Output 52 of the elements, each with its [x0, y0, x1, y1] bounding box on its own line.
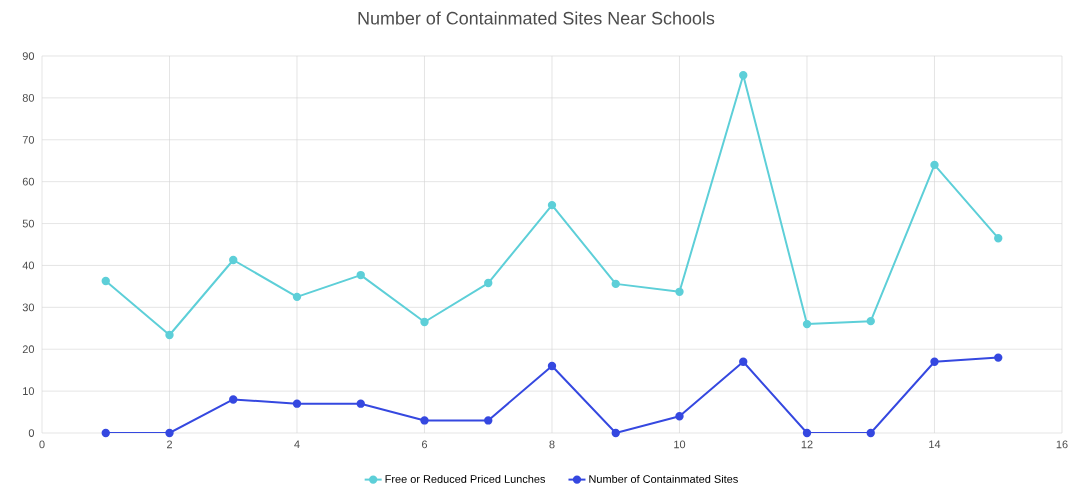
point [739, 71, 748, 80]
point [547, 361, 557, 371]
y-tick-label: 20 [22, 345, 35, 354]
point [229, 395, 238, 404]
point [739, 357, 748, 366]
x-tick-label: 0 [39, 440, 45, 449]
point [994, 234, 1003, 243]
x-tick-label: 14 [929, 440, 941, 449]
y-tick-label: 50 [22, 219, 35, 228]
point [611, 428, 620, 438]
point [356, 399, 365, 408]
point [675, 412, 684, 421]
point [802, 319, 812, 329]
x-tick-label: 8 [549, 440, 555, 449]
point [802, 428, 812, 438]
chart-title: Number of Containmated Sites Near Schools [358, 11, 715, 25]
y-tick-label: 0 [28, 429, 35, 437]
point [930, 357, 939, 366]
point [292, 399, 302, 408]
y-tick-label: 90 [22, 52, 35, 60]
point [101, 276, 110, 286]
y-tick-label: 10 [23, 387, 35, 395]
point [484, 416, 493, 425]
legend-label: Free or Reduced Priced Lunches [385, 474, 546, 483]
point [420, 416, 429, 425]
x-tick-label: 2 [167, 440, 172, 449]
x-tick-label: 16 [1056, 440, 1068, 449]
x-tick-label: 4 [294, 440, 300, 449]
point [420, 317, 429, 327]
point [866, 428, 875, 438]
point [547, 200, 557, 210]
point [866, 316, 875, 326]
y-tick-label: 60 [22, 177, 35, 186]
point [611, 279, 620, 289]
y-tick-label: 80 [22, 94, 35, 102]
point [101, 428, 110, 438]
y-tick-label: 30 [22, 303, 35, 312]
point [356, 270, 365, 280]
point [994, 353, 1003, 362]
point [675, 287, 684, 297]
y-tick-label: 70 [22, 135, 35, 144]
y-tick-label: 40 [22, 261, 35, 270]
point [292, 292, 302, 302]
x-tick-label: 6 [422, 440, 428, 449]
point [229, 255, 238, 265]
x-tick-label: 10 [674, 440, 686, 449]
x-tick-label: 12 [801, 440, 813, 449]
legend-label: Number of Containmated Sites [589, 474, 738, 483]
point [165, 330, 174, 340]
point [484, 278, 493, 288]
point [930, 160, 939, 170]
point [165, 428, 174, 438]
